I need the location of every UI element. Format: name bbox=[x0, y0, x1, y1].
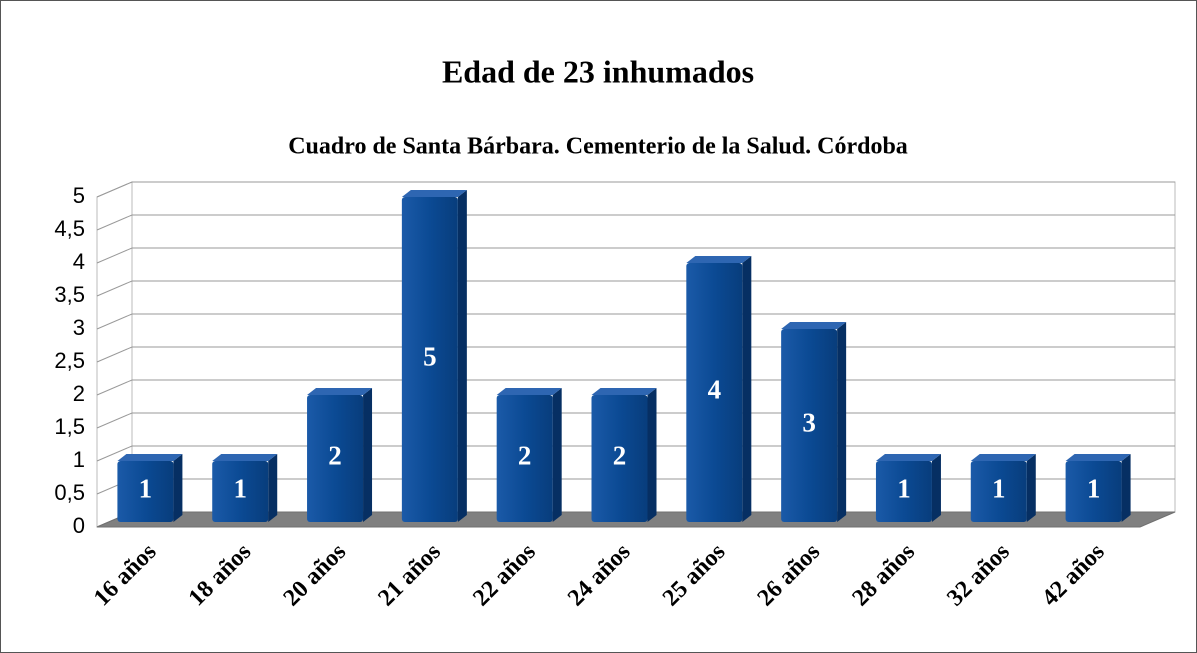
bar-side bbox=[268, 454, 278, 522]
data-label: 2 bbox=[328, 441, 342, 471]
y-tick-label: 0,5 bbox=[54, 480, 85, 505]
grid-line bbox=[96, 280, 1175, 297]
bar-front bbox=[781, 329, 838, 522]
bar-side bbox=[552, 388, 562, 522]
bar-front bbox=[496, 395, 553, 522]
bar-side bbox=[837, 322, 847, 522]
bar-side bbox=[742, 256, 752, 522]
bar-top bbox=[686, 256, 752, 263]
data-label: 1 bbox=[992, 474, 1006, 504]
bar bbox=[781, 322, 847, 522]
bar-top bbox=[781, 322, 847, 329]
bar-top bbox=[970, 454, 1036, 461]
bar-side bbox=[363, 388, 373, 522]
data-label: 2 bbox=[518, 441, 532, 471]
bar-front bbox=[401, 197, 458, 522]
bar bbox=[496, 388, 562, 522]
bar bbox=[875, 454, 941, 522]
grid-line bbox=[96, 181, 1175, 198]
bar-front bbox=[875, 461, 932, 522]
bar-front bbox=[307, 395, 364, 522]
chart-title: Edad de 23 inhumados bbox=[442, 53, 754, 89]
bar bbox=[970, 454, 1036, 522]
grid-line bbox=[96, 214, 1175, 231]
bar bbox=[591, 388, 657, 522]
y-tick-label: 3,5 bbox=[54, 282, 85, 307]
bar-top bbox=[496, 388, 562, 395]
bar bbox=[212, 454, 278, 522]
bar bbox=[401, 190, 467, 522]
bar-front bbox=[1065, 461, 1122, 522]
bar-top bbox=[1065, 454, 1131, 461]
bar-side bbox=[931, 454, 941, 522]
bar-side bbox=[1026, 454, 1036, 522]
y-tick-label: 1,5 bbox=[54, 414, 85, 439]
data-label: 1 bbox=[897, 474, 911, 504]
bar-top bbox=[401, 190, 467, 197]
bar-side bbox=[647, 388, 657, 522]
y-tick-label: 0 bbox=[73, 513, 85, 538]
data-label: 4 bbox=[708, 375, 722, 405]
y-tick-label: 2,5 bbox=[54, 348, 85, 373]
data-label: 2 bbox=[613, 441, 627, 471]
y-tick-label: 5 bbox=[73, 183, 85, 208]
bar-side bbox=[457, 190, 467, 522]
data-label: 5 bbox=[423, 342, 437, 372]
y-tick-label: 4,5 bbox=[54, 216, 85, 241]
data-label: 1 bbox=[139, 474, 153, 504]
data-label: 1 bbox=[233, 474, 247, 504]
y-tick-label: 3 bbox=[73, 315, 85, 340]
bar-side bbox=[173, 454, 183, 522]
bar-top bbox=[875, 454, 941, 461]
data-label: 1 bbox=[1087, 474, 1101, 504]
bar-front bbox=[117, 461, 174, 522]
bar-top bbox=[591, 388, 657, 395]
bar-front bbox=[686, 263, 743, 522]
bar-front bbox=[212, 461, 269, 522]
bar-top bbox=[212, 454, 278, 461]
bar bbox=[117, 454, 183, 522]
bar-front bbox=[591, 395, 648, 522]
y-tick-label: 2 bbox=[73, 381, 85, 406]
chart-subtitle: Cuadro de Santa Bárbara. Cementerio de l… bbox=[288, 134, 908, 160]
bar-front bbox=[970, 461, 1027, 522]
grid-line bbox=[96, 247, 1175, 264]
bar bbox=[1065, 454, 1131, 522]
y-tick-label: 1 bbox=[73, 447, 85, 472]
bar bbox=[686, 256, 752, 522]
data-label: 3 bbox=[802, 408, 816, 438]
bar-top bbox=[307, 388, 373, 395]
grid-line bbox=[96, 313, 1175, 330]
bar-side bbox=[1121, 454, 1131, 522]
y-tick-label: 4 bbox=[73, 249, 85, 274]
bar bbox=[307, 388, 373, 522]
bar-top bbox=[117, 454, 183, 461]
